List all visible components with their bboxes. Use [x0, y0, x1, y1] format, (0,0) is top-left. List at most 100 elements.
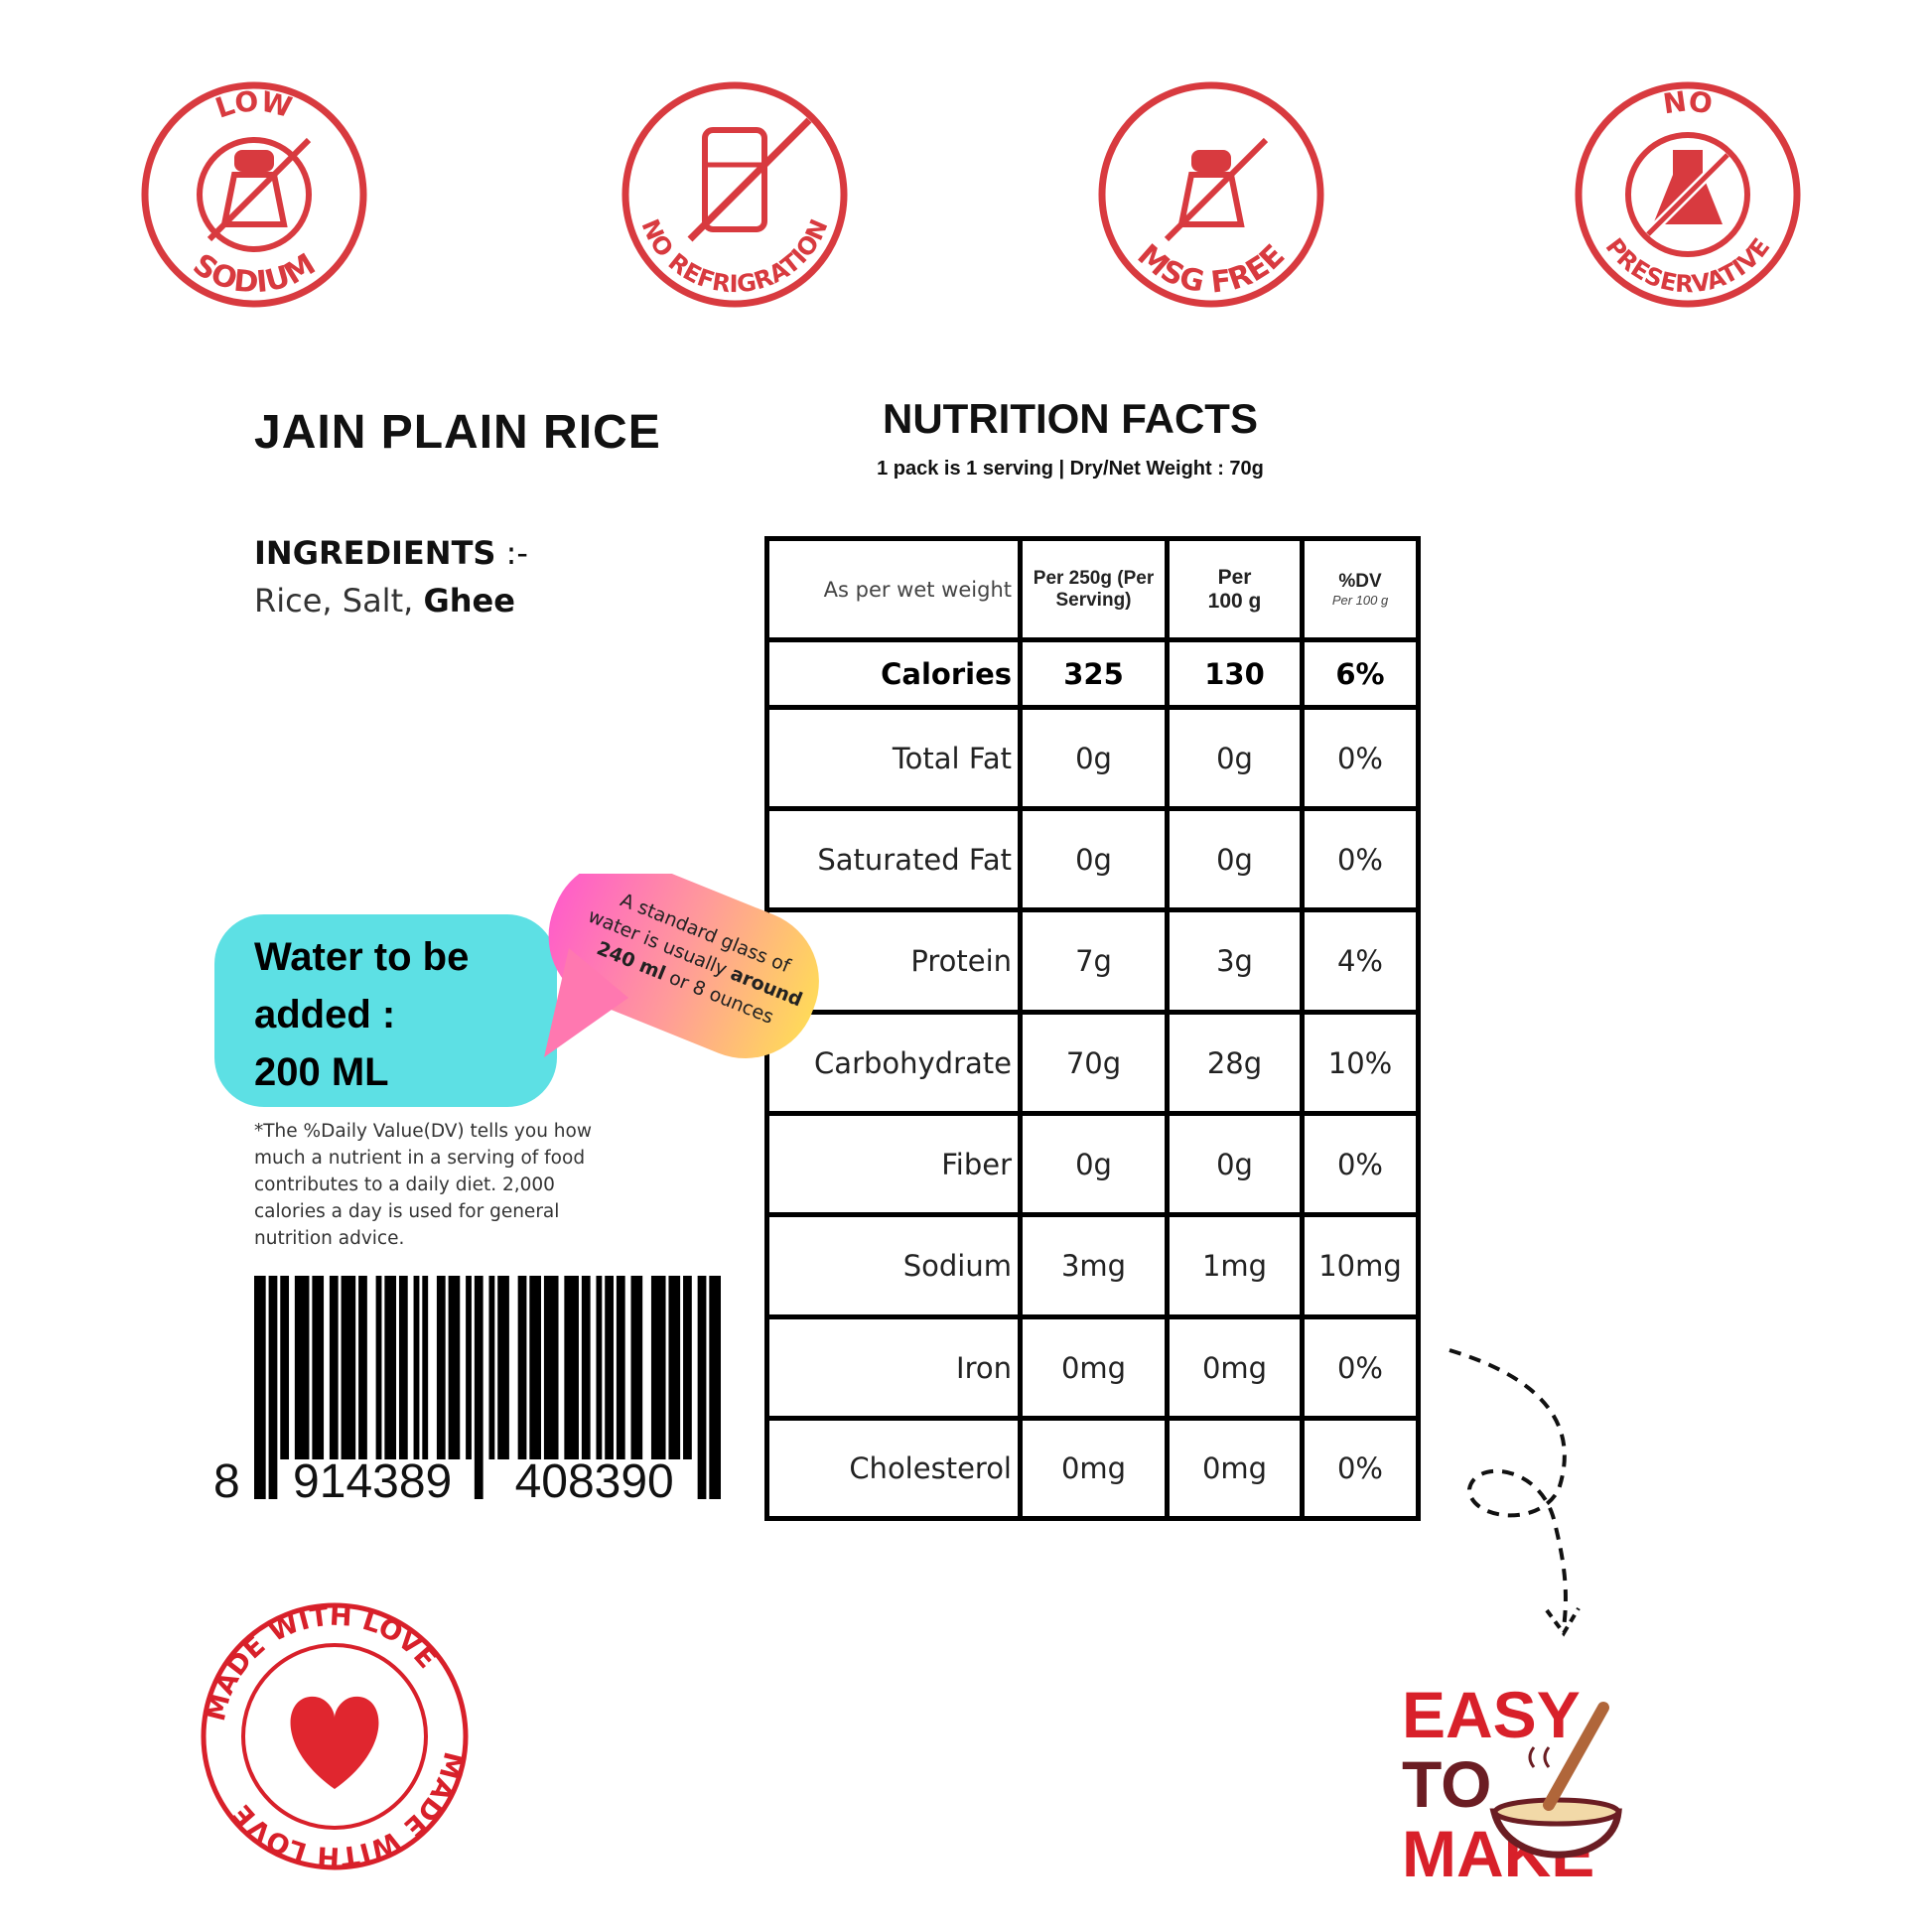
value-dv: 6%: [1300, 637, 1421, 710]
salt-shaker-crossed-icon: LOW SODIUM: [141, 81, 367, 308]
header-per-serving: Per 250g (Per Serving): [1018, 536, 1170, 642]
nutrition-title: NUTRITION FACTS: [883, 395, 1258, 442]
nutrition-subtitle: 1 pack is 1 serving | Dry/Net Weight : 7…: [877, 458, 1264, 480]
barcode-bar: [605, 1276, 614, 1459]
header-100g: 100 g: [1207, 589, 1262, 613]
badge-msg-free: MSG FREE: [1097, 80, 1325, 309]
ingredients-label: INGREDIENTS: [254, 534, 496, 572]
ingredients-heading: INGREDIENTS :-: [254, 534, 528, 572]
value-dv: 0%: [1300, 705, 1421, 811]
badge-no-refrigration: NO REFRIGRATION: [621, 80, 849, 309]
flask-crossed-icon: NO PRESERVATIVE: [1575, 81, 1801, 308]
fridge-crossed-icon: NO REFRIGRATION: [621, 81, 848, 308]
value-dv: 4%: [1300, 907, 1421, 1015]
value-per-serving: 325: [1018, 637, 1170, 710]
value-dv: 0%: [1300, 1416, 1421, 1521]
table-row: Saturated Fat 0g 0g 0%: [764, 806, 1421, 912]
header-dv: %DV Per 100 g: [1300, 536, 1421, 642]
value-per-100g: 0g: [1165, 705, 1305, 811]
badge-preservative: NO PRESERVATIVE: [1574, 80, 1802, 309]
barcode-bar: [436, 1276, 446, 1459]
svg-text:NO: NO: [1661, 84, 1715, 120]
nutrient-name: Iron: [764, 1314, 1023, 1421]
salt-shaker-crossed-icon: MSG FREE: [1098, 81, 1324, 308]
tip-speech-bubble: [544, 874, 819, 1058]
barcode-bar: [630, 1276, 643, 1459]
barcode-bar: [280, 1276, 290, 1459]
barcode-bar: [596, 1276, 603, 1459]
value-per-serving: 7g: [1018, 907, 1170, 1015]
barcode-bar: [398, 1276, 408, 1459]
value-per-serving: 0g: [1018, 806, 1170, 912]
barcode-bar: [358, 1276, 367, 1459]
barcode-bar: [294, 1276, 310, 1459]
value-dv: 10%: [1300, 1010, 1421, 1116]
barcode: [254, 1276, 721, 1499]
value-per-100g: 0mg: [1165, 1314, 1305, 1421]
barcode-bar: [474, 1276, 483, 1499]
header-dv-sub: Per 100 g: [1331, 593, 1389, 608]
dashed-arrow-icon: [1449, 1348, 1581, 1637]
product-title: JAIN PLAIN RICE: [254, 406, 661, 459]
table-row: Fiber 0g 0g 0%: [764, 1111, 1421, 1217]
table-row: Protein 7g 3g 4%: [764, 907, 1421, 1015]
value-dv: 0%: [1300, 1111, 1421, 1217]
header-per-100g: Per 100 g: [1165, 536, 1305, 642]
barcode-bar: [683, 1276, 692, 1459]
barcode-bar: [268, 1276, 278, 1499]
value-per-serving: 70g: [1018, 1010, 1170, 1116]
nutrient-name: Sodium: [764, 1212, 1023, 1319]
table-row: Iron 0mg 0mg 0%: [764, 1314, 1421, 1421]
barcode-bar: [422, 1276, 429, 1459]
water-amount: 200 ML: [254, 1050, 389, 1094]
water-callout: [214, 914, 557, 1107]
ingredients-list: Rice, Salt, Ghee: [254, 582, 515, 620]
ingredients-sep: :-: [495, 534, 528, 572]
barcode-bar: [254, 1276, 266, 1499]
barcode-digits: 8 914389 408390: [213, 1454, 730, 1509]
nutrient-name: Total Fat: [764, 705, 1023, 811]
barcode-digit-group-2: 408390: [514, 1455, 674, 1508]
value-per-100g: 3g: [1165, 907, 1305, 1015]
dv-footnote: *The %Daily Value(DV) tells you how much…: [254, 1121, 592, 1249]
barcode-bar: [375, 1276, 382, 1459]
made-with-love-stamp: MADE WITH LOVE MADE WITH LOVE: [201, 1601, 469, 1872]
heart-icon: [290, 1696, 379, 1789]
barcode-bar: [709, 1276, 721, 1499]
barcode-bar: [384, 1276, 397, 1459]
nutrition-table: As per wet weight Per 250g (Per Serving)…: [764, 536, 1421, 1521]
value-per-100g: 28g: [1165, 1010, 1305, 1116]
table-header-row: As per wet weight Per 250g (Per Serving)…: [764, 536, 1421, 642]
value-per-100g: 1mg: [1165, 1212, 1305, 1319]
water-line-2: added :: [254, 993, 396, 1036]
barcode-bar: [650, 1276, 666, 1459]
water-text: Water to be added : 200 ML: [254, 928, 469, 1101]
easy-line-1: EASY: [1402, 1678, 1581, 1751]
badge-sodium: LOW SODIUM: [140, 80, 368, 309]
header-dv-label: %DV: [1338, 571, 1382, 592]
barcode-bar: [413, 1276, 420, 1459]
barcode-bar: [312, 1276, 325, 1459]
nutrient-name: Fiber: [764, 1111, 1023, 1217]
barcode-bar: [329, 1276, 339, 1459]
svg-text:LOW: LOW: [211, 84, 296, 124]
barcode-bar: [341, 1276, 356, 1459]
spoon-icon: [1543, 1702, 1609, 1811]
table-row: Sodium 3mg 1mg 10mg: [764, 1212, 1421, 1319]
value-per-100g: 130: [1165, 637, 1305, 710]
ingredients-plain: Rice, Salt,: [254, 582, 424, 620]
value-dv: 0%: [1300, 1314, 1421, 1421]
barcode-bar: [448, 1276, 461, 1459]
barcode-bar: [529, 1276, 542, 1459]
nutrient-name: Carbohydrate: [764, 1010, 1023, 1116]
easy-to-make-badge: EASY TO MAKE: [1400, 1668, 1638, 1886]
table-row: Total Fat 0g 0g 0%: [764, 705, 1421, 811]
table-row: Cholesterol 0mg 0mg 0%: [764, 1416, 1421, 1521]
barcode-bar: [616, 1276, 625, 1459]
value-per-serving: 3mg: [1018, 1212, 1170, 1319]
table-row: Calories 325 130 6%: [764, 637, 1421, 710]
barcode-digit-1: 8: [213, 1455, 240, 1508]
header-per: Per: [1217, 565, 1252, 589]
value-per-100g: 0g: [1165, 806, 1305, 912]
